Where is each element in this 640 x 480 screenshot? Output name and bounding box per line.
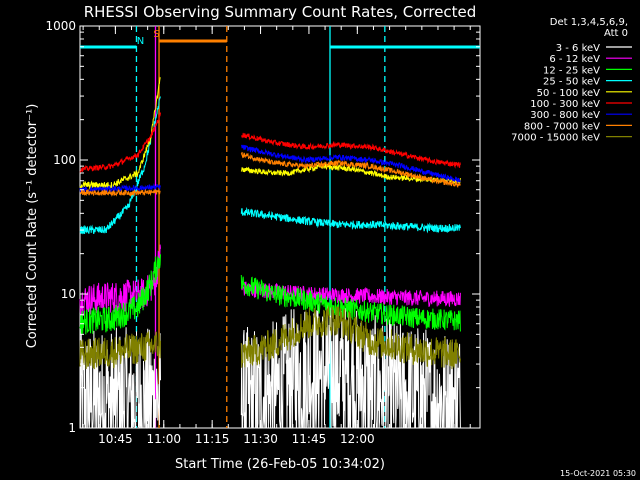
series-line [240,132,461,169]
x-tick-label: 11:30 [243,432,278,446]
series-line [79,112,161,174]
y-tick-label: 10 [61,287,76,301]
y-tick-label: 100 [53,153,76,167]
legend-label: 6 - 12 keV [549,54,600,65]
series-line [79,76,161,191]
legend-header: Det 1,3,4,5,6,9, [550,17,628,28]
y-tick-label: 1000 [45,19,76,33]
series-line [240,274,461,332]
x-tick-label: 10:45 [98,432,133,446]
series-line [240,206,461,234]
footer-timestamp: 15-Oct-2021 05:30 [560,469,636,478]
series-line [79,327,161,429]
x-tick-label: 12:00 [340,432,375,446]
flag-label: N [137,36,144,47]
chart-title: RHESSI Observing Summary Count Rates, Co… [84,3,477,21]
legend-label: 50 - 100 keV [537,88,601,99]
flag-label: S [153,29,159,40]
series-line [240,144,461,183]
x-axis-label: Start Time (26-Feb-05 10:34:02) [175,457,385,472]
series-line [79,330,161,370]
legend-label: 300 - 800 keV [530,110,600,121]
legend-label: 800 - 7000 keV [524,121,600,132]
series-line [240,303,461,429]
series-line [240,306,461,370]
x-tick-label: 11:15 [195,432,230,446]
axis-tick-layer: 1 10 100 1000 10:45 11:00 11:15 11:30 11:45 12:00 [45,19,480,446]
series-line [79,96,161,235]
legend-label: 7000 - 15000 keV [511,133,600,144]
legend-header: Att 0 [604,28,628,39]
legend-label: 100 - 300 keV [530,99,600,110]
series-layer [79,76,461,429]
series-line [79,183,161,193]
series-line [79,244,161,318]
series-line [240,151,461,189]
legend-label: 25 - 50 keV [543,77,600,88]
y-axis-label: Corrected Count Rate (s⁻¹ detector⁻¹) [25,104,40,349]
series-line [79,254,161,335]
series-line [79,188,161,197]
x-tick-label: 11:45 [292,432,327,446]
legend-label: 3 - 6 keV [556,43,600,54]
y-tick-label: 1 [68,421,76,435]
x-tick-label: 11:00 [146,432,181,446]
legend-label: 12 - 25 keV [543,65,600,76]
